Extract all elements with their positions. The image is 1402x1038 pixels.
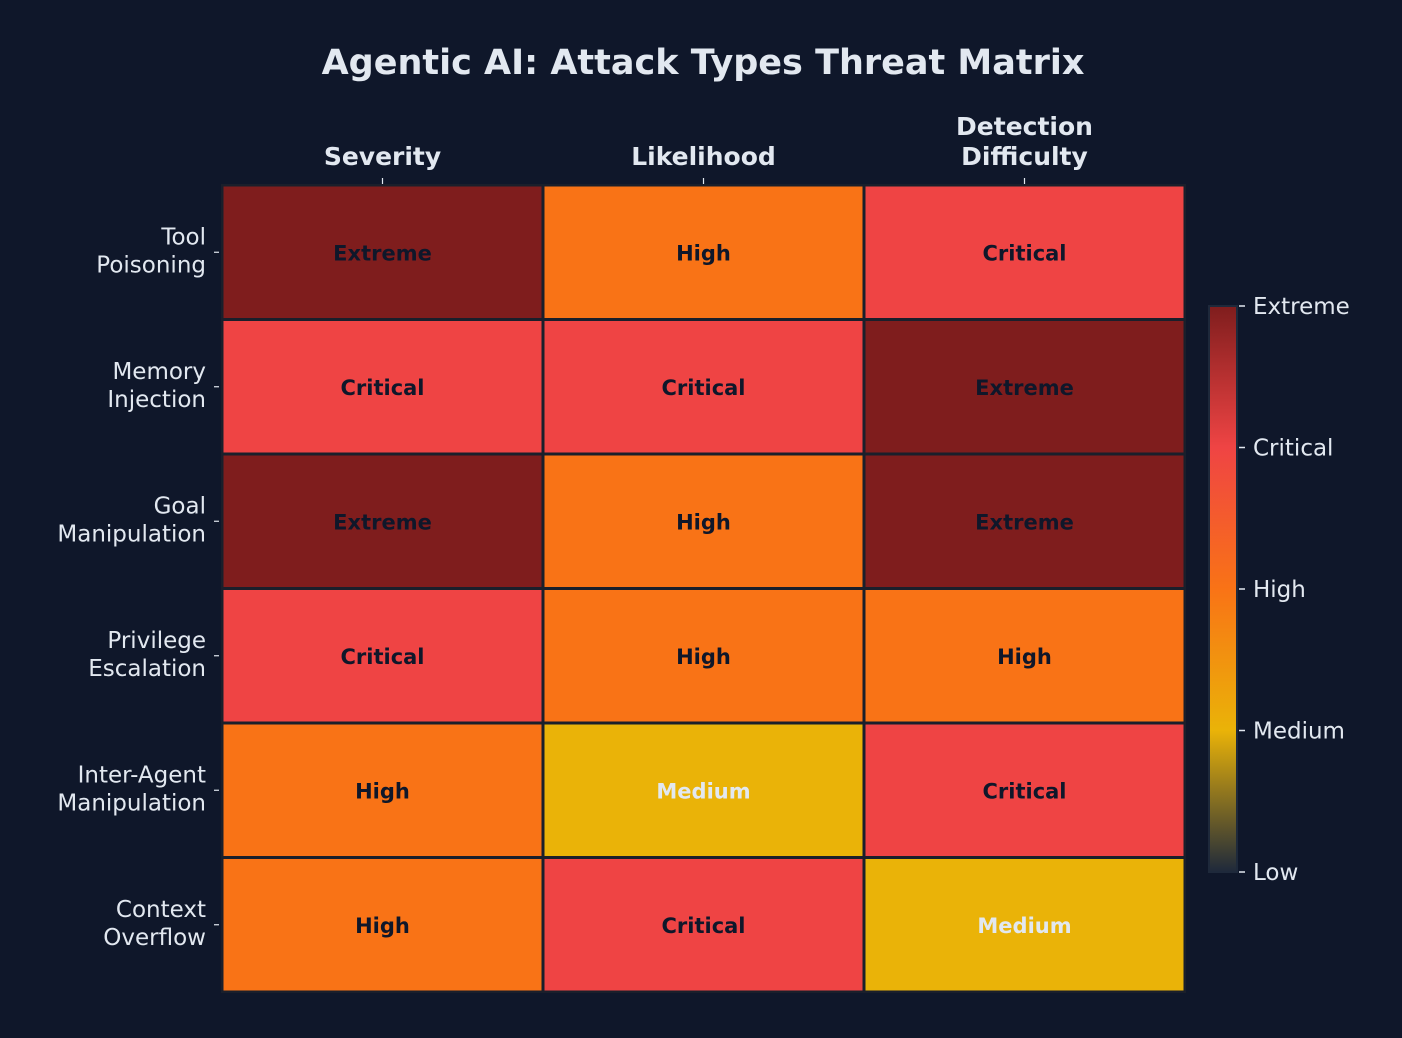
cell-label: High xyxy=(997,645,1052,669)
heatmap-cell xyxy=(865,455,1184,587)
colorbar-tick-label: Critical xyxy=(1253,436,1333,462)
heatmap-frame xyxy=(221,184,1186,993)
cell-label: High xyxy=(676,510,731,534)
heatmap-cell xyxy=(544,590,863,722)
column-label: Detection xyxy=(956,112,1093,141)
row-label: Privilege xyxy=(107,628,206,654)
row-label: Manipulation xyxy=(57,790,206,816)
cell-label: Critical xyxy=(661,914,745,938)
colorbar-tick-label: Low xyxy=(1253,860,1298,886)
chart-title: Agentic AI: Attack Types Threat Matrix xyxy=(322,43,1085,83)
heatmap-cell xyxy=(223,321,542,453)
colorbar xyxy=(1208,305,1238,873)
cell-label: Extreme xyxy=(333,510,432,534)
heatmap-cell xyxy=(544,321,863,453)
colorbar-tick-label: Extreme xyxy=(1253,294,1350,320)
heatmap-cell xyxy=(544,186,863,318)
heatmap-cell xyxy=(865,186,1184,318)
column-label: Likelihood xyxy=(631,142,776,171)
cell-label: High xyxy=(676,241,731,265)
heatmap-cell xyxy=(865,321,1184,453)
cell-label: Medium xyxy=(977,914,1071,938)
column-label: Severity xyxy=(324,142,441,171)
cell-label: High xyxy=(355,914,410,938)
cell-label: Extreme xyxy=(333,241,432,265)
cell-label: Critical xyxy=(982,779,1066,803)
row-label: Tool xyxy=(160,224,206,250)
heatmap-cell xyxy=(865,590,1184,722)
row-label: Inter-Agent xyxy=(78,762,206,788)
cell-label: Extreme xyxy=(975,510,1074,534)
heatmap-cell xyxy=(544,455,863,587)
cell-label: Extreme xyxy=(975,376,1074,400)
cell-label: High xyxy=(676,645,731,669)
row-label: Overflow xyxy=(103,925,206,951)
cell-label: Critical xyxy=(340,645,424,669)
heatmap-cell xyxy=(223,724,542,856)
heatmap-cell xyxy=(544,724,863,856)
cell-label: High xyxy=(355,779,410,803)
row-label: Escalation xyxy=(88,656,206,682)
cell-label: Critical xyxy=(982,241,1066,265)
row-label: Poisoning xyxy=(96,252,206,278)
colorbar-tick-label: High xyxy=(1253,577,1306,603)
row-label: Manipulation xyxy=(57,521,206,547)
row-label: Injection xyxy=(107,387,206,413)
cell-label: Critical xyxy=(661,376,745,400)
heatmap-cell xyxy=(865,859,1184,991)
heatmap-cell xyxy=(865,724,1184,856)
heatmap-cell xyxy=(544,859,863,991)
heatmap-cell xyxy=(223,186,542,318)
row-label: Goal xyxy=(154,493,206,519)
cell-label: Critical xyxy=(340,376,424,400)
heatmap-cell xyxy=(223,455,542,587)
heatmap-cell xyxy=(223,859,542,991)
heatmap-cell xyxy=(223,590,542,722)
column-label: Difficulty xyxy=(961,142,1088,171)
row-label: Context xyxy=(116,897,206,923)
cell-label: Medium xyxy=(656,779,750,803)
colorbar-tick-label: Medium xyxy=(1253,719,1345,745)
row-label: Memory xyxy=(112,359,206,385)
